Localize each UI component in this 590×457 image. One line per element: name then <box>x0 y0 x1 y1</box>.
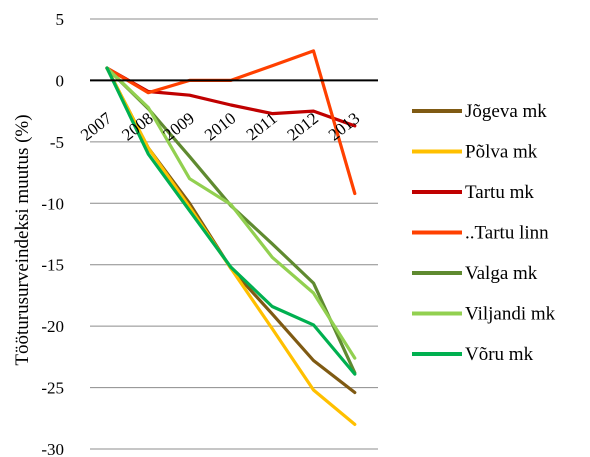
gridlines <box>90 18 378 450</box>
legend-entry: Võru mk <box>412 344 534 365</box>
series-line <box>105 66 357 376</box>
legend-label: Tartu mk <box>465 182 534 203</box>
y-tick-label: 0 <box>56 71 65 90</box>
y-tick-label: -15 <box>41 256 64 275</box>
legend-entry: Valga mk <box>412 263 538 284</box>
legend-entry: ..Tartu linn <box>412 223 549 244</box>
legend: Jõgeva mk Põlva mk Tartu mk ..Tartu linn Val… <box>412 101 556 365</box>
y-tick-label: -10 <box>41 194 64 213</box>
legend-label: Viljandi mk <box>465 304 556 325</box>
legend-label: ..Tartu linn <box>465 223 549 244</box>
y-tick-labels: 5 0 -5 -10 -15 -20 -25 -30 <box>41 10 64 457</box>
x-tick-label: 2007 <box>77 108 116 144</box>
y-tick-label: -25 <box>41 379 64 398</box>
y-tick-label: -5 <box>50 133 64 152</box>
legend-label: Valga mk <box>465 263 538 284</box>
series-line <box>105 66 357 360</box>
legend-entry: Jõgeva mk <box>412 101 547 122</box>
legend-entry: Viljandi mk <box>412 304 556 325</box>
y-tick-label: 5 <box>56 10 65 29</box>
legend-label: Jõgeva mk <box>465 101 547 122</box>
y-axis-label: Tööturusurveindeksi muutus (%) <box>12 114 33 365</box>
legend-label: Võru mk <box>465 344 534 365</box>
series-lines <box>105 49 357 426</box>
y-tick-label: -30 <box>41 440 64 457</box>
y-tick-label: -20 <box>41 317 64 336</box>
legend-entry: Põlva mk <box>412 142 538 163</box>
legend-label: Põlva mk <box>465 142 538 163</box>
legend-entry: Tartu mk <box>412 182 534 203</box>
x-tick-label: 2010 <box>201 109 239 145</box>
